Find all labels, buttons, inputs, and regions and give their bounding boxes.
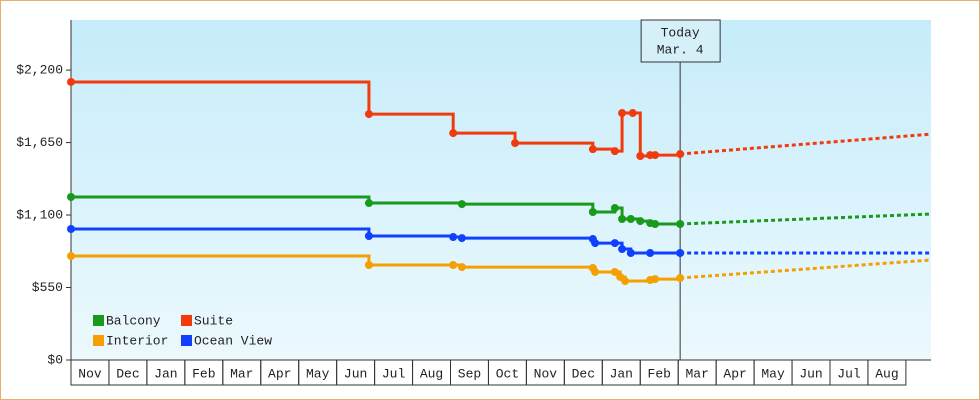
price-point <box>626 248 635 257</box>
price-point <box>67 252 75 261</box>
price-point <box>651 275 660 284</box>
x-tick-label: Nov <box>534 366 558 381</box>
y-tick-label: $2,200 <box>16 63 63 78</box>
price-point <box>618 245 627 254</box>
x-tick-label: Jun <box>344 366 367 381</box>
x-tick-label: Dec <box>572 366 595 381</box>
price-point <box>621 277 630 286</box>
x-tick-label: May <box>306 366 330 381</box>
price-point <box>618 214 627 223</box>
legend-swatch <box>181 315 192 326</box>
price-point <box>628 109 637 118</box>
x-tick-label: Oct <box>496 366 519 381</box>
price-point <box>610 147 619 156</box>
legend-label: Interior <box>106 333 168 348</box>
price-point <box>67 192 75 201</box>
x-tick-label: Feb <box>192 366 215 381</box>
price-point <box>610 204 619 213</box>
y-tick-label: $0 <box>47 352 63 367</box>
y-tick-label: $550 <box>32 280 63 295</box>
price-point <box>457 263 466 272</box>
price-point <box>588 145 597 154</box>
legend-swatch <box>93 315 104 326</box>
x-tick-label: Aug <box>875 366 898 381</box>
legend-label: Ocean View <box>194 333 272 348</box>
price-point <box>364 231 373 240</box>
x-tick-label: Nov <box>78 366 102 381</box>
x-tick-label: Sep <box>458 366 481 381</box>
x-tick-label: Jun <box>799 366 822 381</box>
price-point <box>610 239 619 248</box>
price-point <box>511 139 520 148</box>
x-tick-label: Dec <box>116 366 139 381</box>
price-point <box>67 77 75 86</box>
y-tick-label: $1,650 <box>16 135 63 150</box>
x-tick-label: Mar <box>230 366 253 381</box>
x-tick-label: Aug <box>420 366 443 381</box>
x-tick-label: Apr <box>268 366 291 381</box>
price-point <box>364 260 373 269</box>
price-point <box>457 234 466 243</box>
price-point <box>67 225 75 234</box>
x-tick-label: Jan <box>154 366 177 381</box>
price-point <box>651 220 660 228</box>
price-point <box>591 239 600 248</box>
legend-label: Balcony <box>106 313 161 328</box>
legend-swatch <box>93 335 104 346</box>
x-tick-label: Apr <box>723 366 746 381</box>
plot-area <box>71 20 931 360</box>
price-point <box>364 110 373 119</box>
today-date: Mar. 4 <box>657 42 704 57</box>
legend-label: Suite <box>194 313 233 328</box>
price-point <box>588 208 597 217</box>
x-tick-label: May <box>761 366 785 381</box>
x-tick-label: Mar <box>685 366 708 381</box>
x-tick-label: Jul <box>382 366 406 381</box>
x-tick-label: Jan <box>610 366 633 381</box>
x-tick-label: Jul <box>837 366 861 381</box>
today-box <box>640 19 721 63</box>
today-label: Today <box>661 25 700 40</box>
price-point <box>646 248 655 257</box>
price-point <box>364 199 373 208</box>
legend-swatch <box>181 335 192 346</box>
price-point <box>457 200 466 209</box>
x-tick-label: Feb <box>648 366 671 381</box>
price-point <box>591 267 600 276</box>
price-point <box>449 233 458 242</box>
price-point <box>618 109 627 118</box>
price-point <box>636 217 645 226</box>
price-point <box>449 260 458 269</box>
price-point <box>651 151 660 160</box>
month-cell <box>867 359 907 386</box>
price-point <box>626 214 635 223</box>
price-point <box>449 129 458 138</box>
price-point <box>636 152 645 160</box>
price-point <box>610 267 619 276</box>
y-tick-label: $1,100 <box>16 207 63 222</box>
